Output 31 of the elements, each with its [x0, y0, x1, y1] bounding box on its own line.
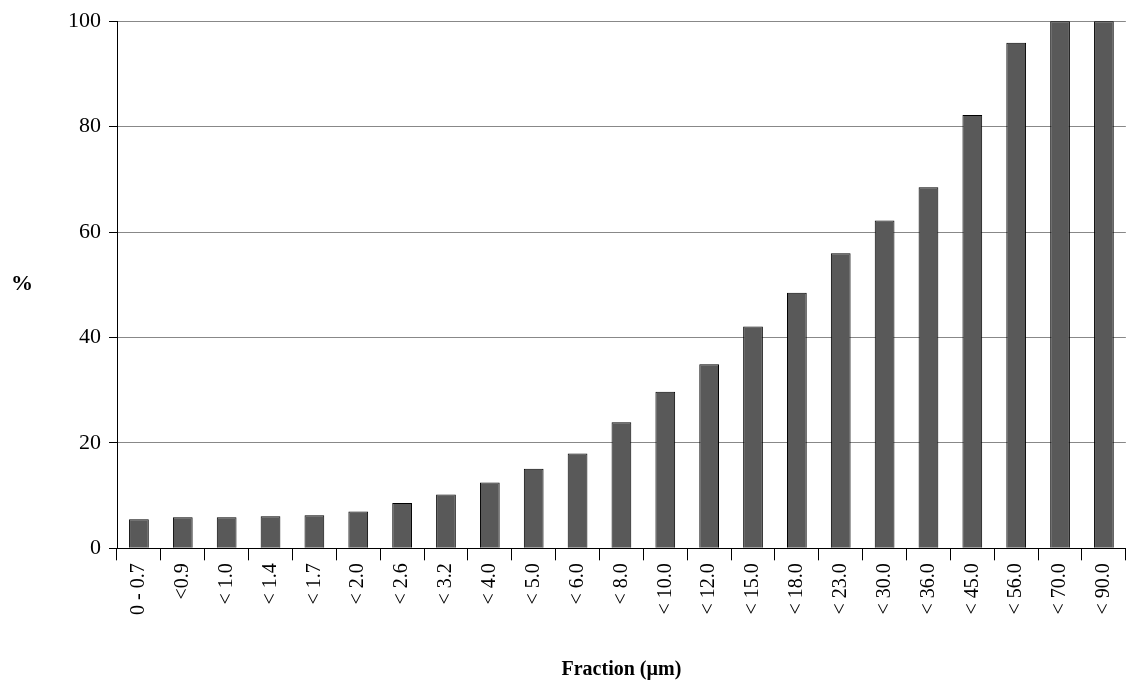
- x-tick-label: < 8.0: [608, 563, 631, 605]
- y-tick-label: 60: [79, 217, 101, 243]
- x-tick-label: < 45.0: [959, 563, 982, 615]
- y-tick-label: 40: [79, 323, 101, 349]
- y-tick-label: 0: [90, 534, 101, 560]
- x-tick-label: 0 - 0.7: [126, 563, 149, 616]
- x-tick-label: < 30.0: [871, 563, 894, 615]
- x-tick-label: < 10.0: [652, 563, 675, 615]
- x-tick-label: < 18.0: [784, 563, 807, 615]
- x-tick-label: < 70.0: [1047, 563, 1070, 615]
- x-tick-label: < 23.0: [827, 563, 850, 615]
- x-tick-label: < 15.0: [740, 563, 763, 615]
- y-tick-label: 80: [79, 112, 101, 138]
- x-tick-label: < 1.7: [301, 563, 324, 605]
- x-tick-label: < 90.0: [1091, 563, 1114, 615]
- x-tick-label: < 12.0: [696, 563, 719, 615]
- x-tick-label: < 6.0: [564, 563, 587, 605]
- y-tick-label: 100: [68, 6, 101, 32]
- x-axis-title: Fraction (µm): [561, 657, 682, 681]
- x-tick-label: < 36.0: [915, 563, 938, 615]
- x-tick-label: < 1.0: [213, 563, 236, 605]
- x-tick-label: < 3.2: [433, 563, 456, 605]
- x-tick-label: < 5.0: [520, 563, 543, 605]
- x-tick-label: < 1.4: [257, 563, 280, 605]
- x-tick-label: < 2.0: [345, 563, 368, 605]
- y-axis-title: %: [11, 270, 33, 296]
- x-tick-label: < 2.6: [389, 563, 412, 605]
- x-tick-label: < 4.0: [477, 563, 500, 605]
- x-tick-label: < 56.0: [1003, 563, 1026, 615]
- x-tick-label: <0.9: [170, 563, 193, 600]
- y-tick-label: 20: [79, 428, 101, 454]
